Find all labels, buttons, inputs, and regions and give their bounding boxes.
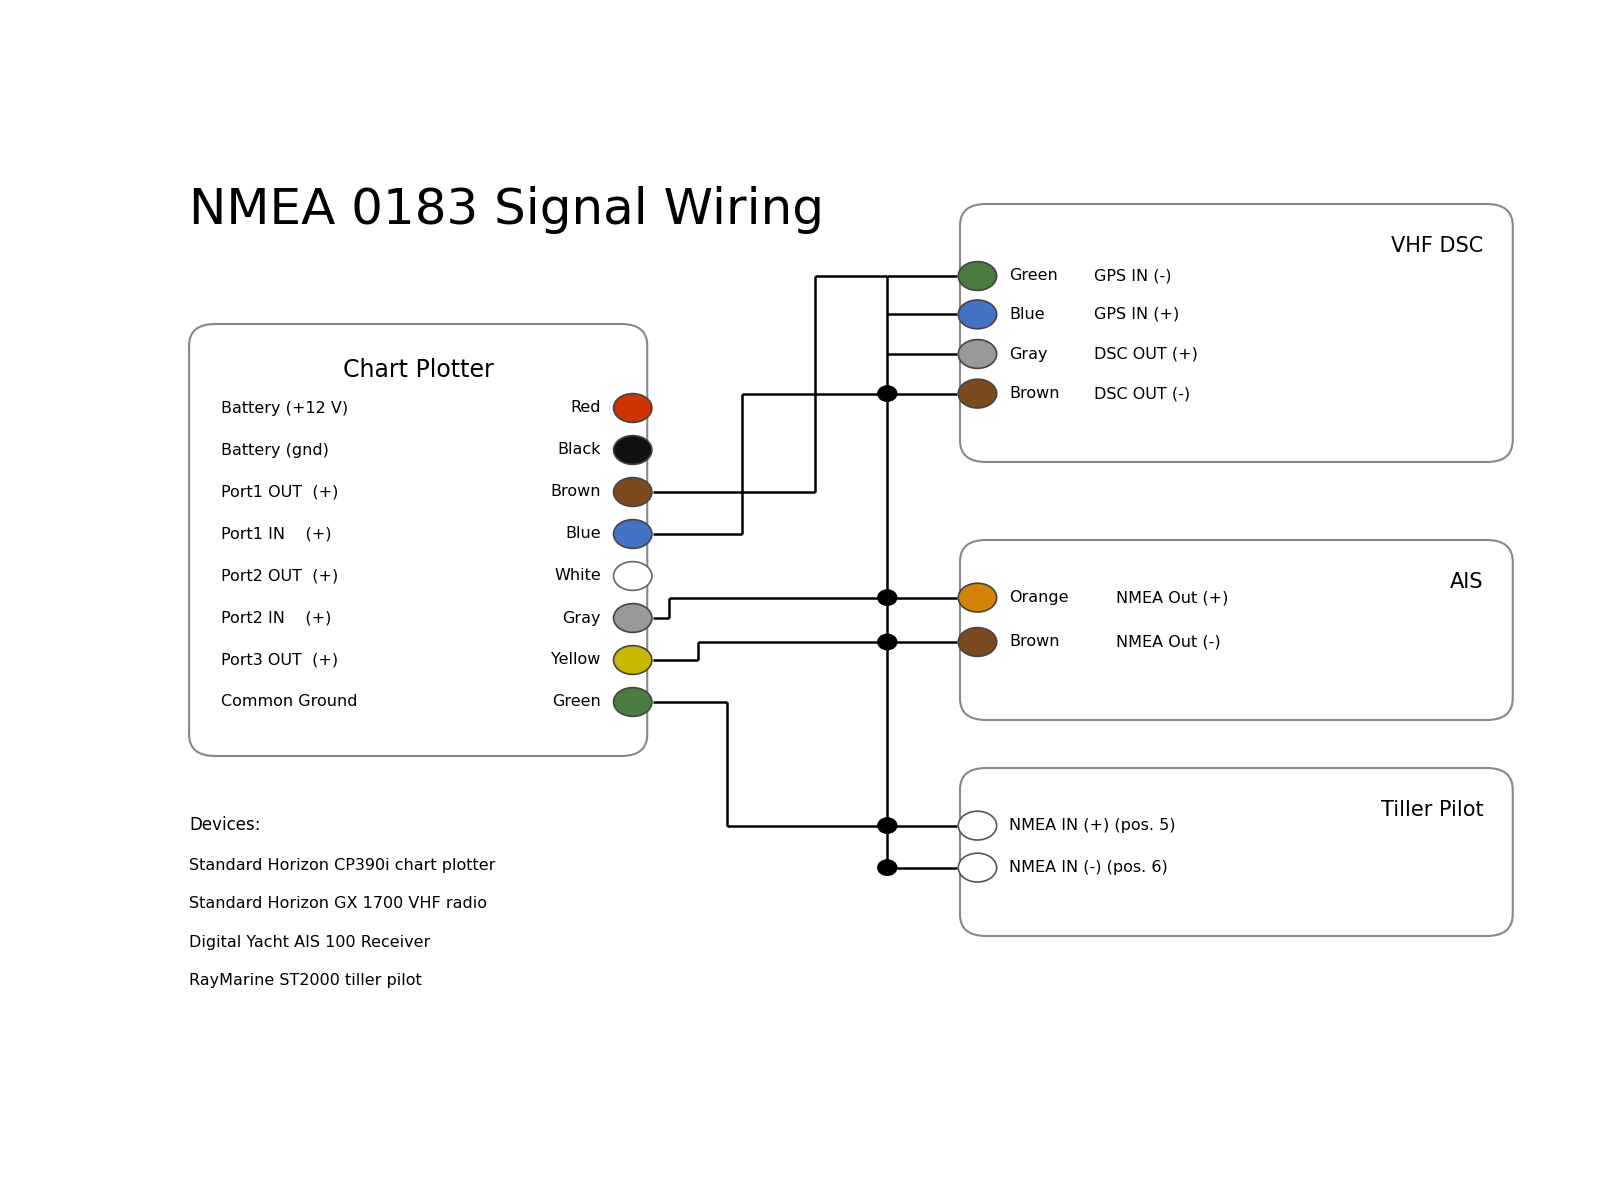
Text: White: White <box>554 569 600 583</box>
Ellipse shape <box>958 379 997 408</box>
Ellipse shape <box>613 646 651 674</box>
Ellipse shape <box>958 262 997 290</box>
Circle shape <box>877 385 898 402</box>
Text: AIS: AIS <box>1450 572 1483 592</box>
Text: Red: Red <box>570 401 600 415</box>
Text: Green: Green <box>1010 269 1058 283</box>
Text: Standard Horizon GX 1700 VHF radio: Standard Horizon GX 1700 VHF radio <box>189 896 486 912</box>
Text: Green: Green <box>552 695 600 709</box>
Ellipse shape <box>958 583 997 612</box>
Text: DSC OUT (+): DSC OUT (+) <box>1094 347 1198 361</box>
Text: NMEA IN (+) (pos. 5): NMEA IN (+) (pos. 5) <box>1010 818 1176 833</box>
Text: NMEA IN (-) (pos. 6): NMEA IN (-) (pos. 6) <box>1010 860 1168 875</box>
Text: Port1 IN    (+): Port1 IN (+) <box>221 527 331 541</box>
Ellipse shape <box>958 340 997 368</box>
Ellipse shape <box>613 562 651 590</box>
Text: Battery (gnd): Battery (gnd) <box>221 443 330 457</box>
Ellipse shape <box>958 853 997 882</box>
Text: Chart Plotter: Chart Plotter <box>342 358 493 382</box>
Text: Common Ground: Common Ground <box>221 695 357 709</box>
Text: Brown: Brown <box>1010 386 1059 401</box>
Ellipse shape <box>613 436 651 464</box>
Ellipse shape <box>613 520 651 548</box>
Text: NMEA 0183 Signal Wiring: NMEA 0183 Signal Wiring <box>189 186 824 234</box>
Text: Blue: Blue <box>1010 307 1045 322</box>
Text: Brown: Brown <box>550 485 600 499</box>
Circle shape <box>877 634 898 650</box>
Text: GPS IN (+): GPS IN (+) <box>1094 307 1179 322</box>
Text: Battery (+12 V): Battery (+12 V) <box>221 401 349 415</box>
Text: VHF DSC: VHF DSC <box>1392 236 1483 256</box>
Text: NMEA Out (-): NMEA Out (-) <box>1115 635 1221 649</box>
Ellipse shape <box>613 394 651 422</box>
Circle shape <box>877 589 898 606</box>
Text: Gray: Gray <box>1010 347 1048 361</box>
Text: DSC OUT (-): DSC OUT (-) <box>1094 386 1190 401</box>
Text: Port2 IN    (+): Port2 IN (+) <box>221 611 331 625</box>
Text: Digital Yacht AIS 100 Receiver: Digital Yacht AIS 100 Receiver <box>189 935 430 950</box>
Text: NMEA Out (+): NMEA Out (+) <box>1115 590 1229 605</box>
Circle shape <box>877 817 898 834</box>
Ellipse shape <box>613 604 651 632</box>
Text: Port3 OUT  (+): Port3 OUT (+) <box>221 653 338 667</box>
Text: Yellow: Yellow <box>552 653 600 667</box>
Text: Standard Horizon CP390i chart plotter: Standard Horizon CP390i chart plotter <box>189 858 496 874</box>
Circle shape <box>877 859 898 876</box>
Text: GPS IN (-): GPS IN (-) <box>1094 269 1171 283</box>
Text: Black: Black <box>557 443 600 457</box>
Text: Tiller Pilot: Tiller Pilot <box>1381 800 1483 820</box>
Text: Devices:: Devices: <box>189 816 261 834</box>
Ellipse shape <box>958 628 997 656</box>
Ellipse shape <box>958 300 997 329</box>
Text: Port1 OUT  (+): Port1 OUT (+) <box>221 485 339 499</box>
Text: Brown: Brown <box>1010 635 1059 649</box>
Text: Gray: Gray <box>562 611 600 625</box>
Text: RayMarine ST2000 tiller pilot: RayMarine ST2000 tiller pilot <box>189 973 422 988</box>
Text: Port2 OUT  (+): Port2 OUT (+) <box>221 569 338 583</box>
Ellipse shape <box>613 478 651 506</box>
Text: Orange: Orange <box>1010 590 1069 605</box>
Ellipse shape <box>958 811 997 840</box>
Text: Blue: Blue <box>565 527 600 541</box>
Ellipse shape <box>613 688 651 716</box>
